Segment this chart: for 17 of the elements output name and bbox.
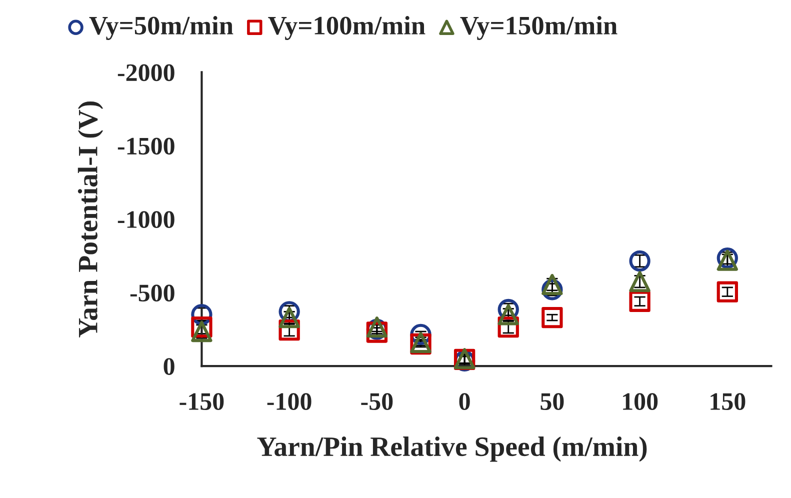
x-tick-label: -150 — [180, 393, 224, 410]
x-tick-label: 0 — [459, 393, 470, 410]
x-axis-title: Yarn/Pin Relative Speed (m/min) — [257, 436, 647, 462]
legend-label: Vy=100m/min — [268, 16, 426, 40]
y-axis-title: Yarn Potential-I (V) — [78, 102, 104, 338]
x-tick-label: -100 — [267, 393, 312, 410]
y-tick-label: -1000 — [118, 211, 174, 228]
legend-label: Vy=150m/min — [460, 16, 618, 40]
y-tick-label: 0 — [164, 358, 174, 375]
x-tick-label: 150 — [710, 393, 746, 410]
x-tick-label: 50 — [540, 393, 564, 410]
y-tick-label: -2000 — [118, 64, 174, 82]
x-tick-label: 100 — [623, 393, 658, 410]
x-tick-label: -50 — [361, 393, 393, 410]
y-tick-label: -1500 — [118, 138, 174, 155]
legend-label: Vy=50m/min — [89, 16, 234, 40]
y-tick-label: -500 — [130, 284, 174, 302]
